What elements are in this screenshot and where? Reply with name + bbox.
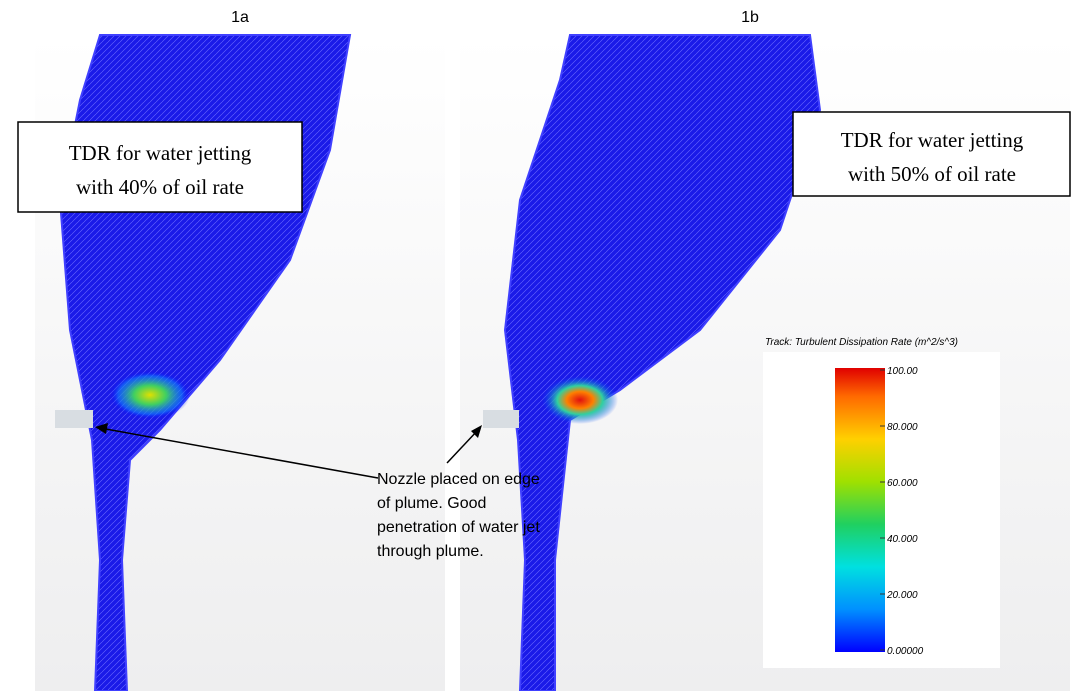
annotation: Nozzle placed on edge of plume. Good penet… [377, 471, 540, 560]
annotation-line: penetration of water jet [377, 519, 540, 536]
nozzle [483, 410, 519, 428]
text-box [792, 111, 1071, 197]
colorbar-tick-label: 0.00000 [887, 646, 924, 657]
hot-spot [110, 371, 190, 419]
plume [503, 34, 822, 691]
box-line: TDR for water jetting [69, 141, 252, 165]
arrow [446, 429, 479, 464]
colorbar [835, 368, 885, 652]
arrow [99, 427, 379, 479]
colorbar-tick-label: 20.000 [886, 590, 918, 601]
annotation-line: of plume. Good [377, 495, 486, 512]
annotation-line: through plume. [377, 543, 484, 560]
panel-label: 1b [741, 9, 759, 26]
arrow-head [471, 425, 482, 438]
colorbar-ticks: 100.00 80.000 60.000 40.000 20.000 0.00000 [880, 366, 924, 657]
colorbar-tick-label: 80.000 [887, 422, 918, 433]
box-line: TDR for water jetting [841, 128, 1024, 152]
colorbar-tick-label: 60.000 [887, 478, 918, 489]
arrow-head [95, 423, 108, 434]
colorbar-tick-label: 100.00 [887, 366, 918, 377]
colorbar-tick-label: 40.000 [887, 534, 918, 545]
annotation-line: Nozzle placed on edge [377, 471, 540, 488]
nozzle [55, 410, 93, 428]
box-line: with 40% of oil rate [76, 175, 244, 199]
hot-spot [542, 376, 618, 424]
panel-label: 1a [231, 9, 249, 26]
box-line: with 50% of oil rate [848, 162, 1016, 186]
text-box [17, 121, 303, 213]
colorbar-title: Track: Turbulent Dissipation Rate (m^2/s… [765, 337, 958, 348]
